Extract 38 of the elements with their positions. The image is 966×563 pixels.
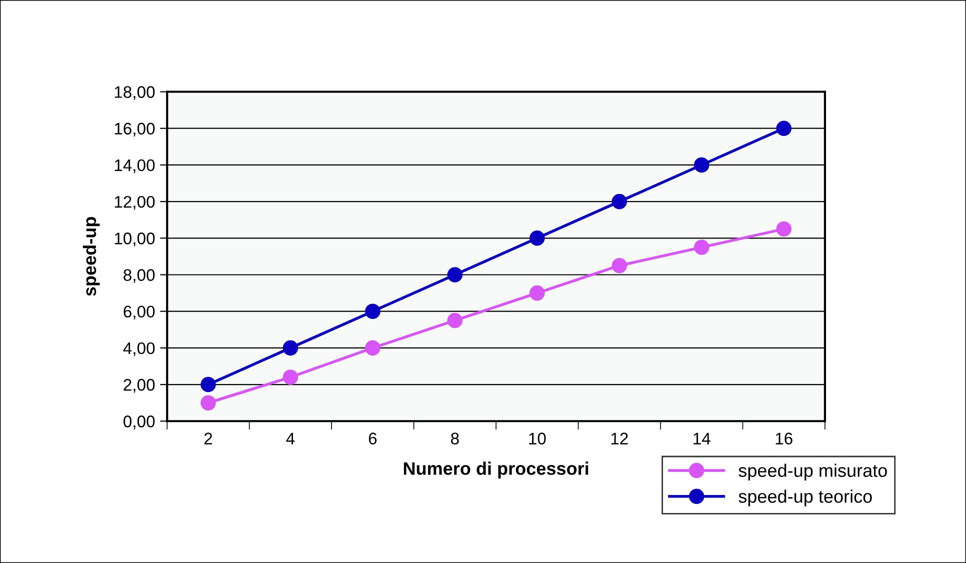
x-tick-label: 14 [694,432,710,444]
point [282,370,298,385]
point [776,221,792,237]
point [365,340,380,356]
point [200,376,216,392]
x-tick-label: 2 [204,432,212,444]
point [282,340,298,356]
point [612,194,628,210]
y-axis-title: speed-up [82,217,100,296]
legend-label: speed-up teorico [738,490,872,506]
x-tick-label: 12 [611,432,628,444]
point [365,304,380,319]
y-tick-label: 14,00 [114,159,155,174]
point [694,240,710,255]
x-tick-label: 6 [368,432,377,444]
x-tick-label: 4 [286,432,295,444]
point [530,230,545,246]
y-tick-label: 12,00 [114,196,155,210]
y-tick-label: 6,00 [124,306,155,320]
y-tick-label: 18,00 [114,86,155,100]
x-tick-label: 16 [776,432,792,444]
y-tick-label: 0,00 [124,416,155,430]
point [776,120,792,136]
y-tick-label: 2,00 [124,378,155,393]
point [612,258,628,274]
y-tick-label: 8,00 [124,269,155,283]
y-tick-label: 16,00 [114,122,155,137]
point [200,395,216,410]
x-axis-title: Numero di processori [404,462,588,478]
point [447,312,463,328]
point [694,157,710,173]
x-tick-label: 8 [451,432,459,444]
y-tick-label: 4,00 [123,342,155,356]
y-tick-label: 10,00 [114,232,155,246]
point [447,267,463,282]
x-tick-label: 10 [529,432,546,444]
point [530,285,545,301]
legend-label: speed-up misurato [738,464,887,481]
